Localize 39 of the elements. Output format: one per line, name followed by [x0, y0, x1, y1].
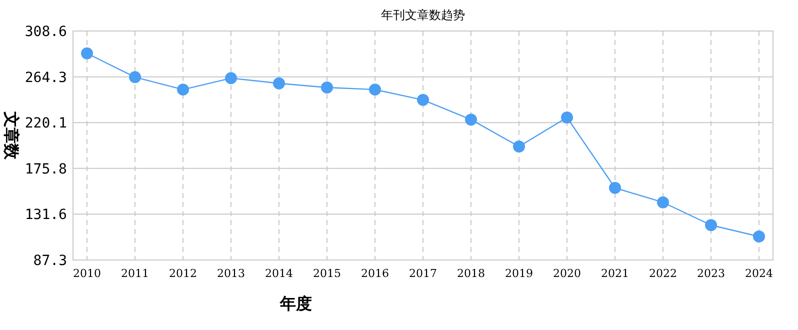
x-tick-label: 2012 [169, 267, 197, 280]
x-tick-label: 2018 [457, 267, 485, 280]
y-tick-label: 308.6 [24, 24, 67, 40]
chart-title: 年刊文章数趋势 [381, 8, 465, 22]
x-tick-label: 2014 [265, 267, 293, 280]
y-tick-label: 175.8 [24, 161, 67, 178]
point [561, 112, 573, 124]
point [273, 77, 285, 90]
y-tick-label: 131.6 [24, 207, 67, 224]
y-tick-label: 87.3 [33, 253, 67, 269]
point [129, 71, 141, 84]
x-tick-label: 2022 [649, 267, 677, 280]
point [417, 94, 429, 106]
x-tick-label: 2016 [361, 267, 389, 280]
point [321, 82, 333, 94]
x-tick-label: 2010 [73, 267, 101, 280]
point [225, 72, 237, 84]
y-tick-label: 220.1 [24, 116, 67, 132]
point [369, 84, 381, 96]
x-tick-label: 2017 [409, 267, 437, 280]
point [753, 230, 765, 243]
x-tick-label: 2020 [553, 267, 581, 280]
point [465, 114, 477, 126]
x-tick-label: 2023 [697, 267, 725, 280]
point [657, 196, 669, 208]
x-tick-label: 2019 [505, 267, 533, 280]
point [177, 84, 189, 96]
point [705, 219, 717, 232]
point [513, 140, 525, 152]
x-tick-label: 2011 [121, 267, 149, 280]
x-tick-label: 2013 [217, 267, 245, 280]
x-axis-title: 年度 [279, 294, 312, 313]
point [609, 182, 621, 194]
x-tick-label: 2024 [745, 267, 773, 280]
y-axis-title: 文章数 [2, 110, 21, 160]
y-tick-label: 264.3 [24, 70, 67, 86]
point [81, 47, 93, 60]
x-tick-label: 2015 [313, 267, 341, 280]
x-tick-label: 2021 [601, 267, 629, 280]
